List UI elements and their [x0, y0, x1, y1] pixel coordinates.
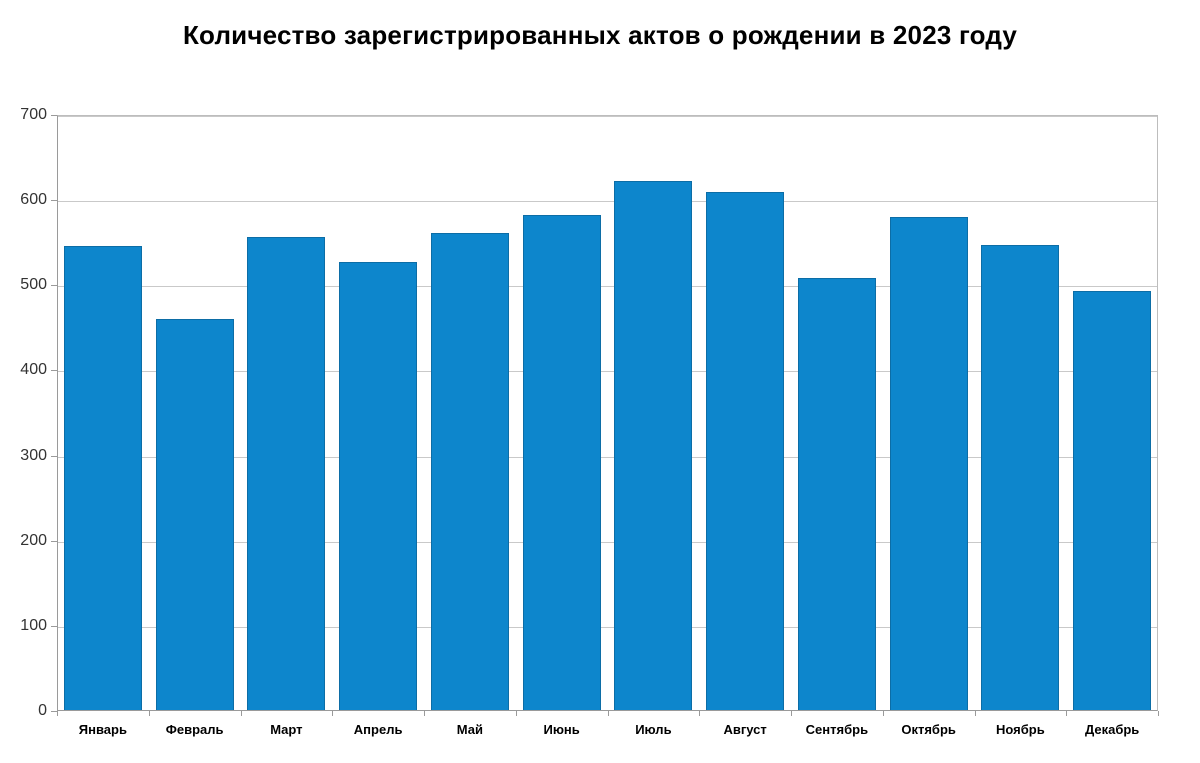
gridline-600 — [58, 201, 1157, 203]
y-axis-label-100: 100 — [20, 616, 47, 634]
x-tick-mark — [424, 711, 425, 716]
y-axis-label-200: 200 — [20, 531, 47, 549]
y-axis-label-300: 300 — [20, 446, 47, 464]
x-tick-mark — [515, 711, 517, 716]
y-axis-label-500: 500 — [20, 276, 47, 294]
x-tick-mark — [148, 711, 150, 716]
bar-3 — [247, 237, 326, 710]
x-tick-mark — [1066, 711, 1068, 716]
y-tick-mark — [51, 200, 57, 202]
x-tick-mark — [332, 711, 334, 716]
x-tick-mark — [1158, 711, 1159, 716]
y-axis-label-400: 400 — [20, 361, 47, 379]
y-tick-mark — [51, 115, 57, 116]
bar-10 — [889, 216, 968, 710]
x-axis-label-12: Декабрь — [1084, 722, 1140, 737]
x-axis-label-6: Июнь — [543, 722, 580, 737]
y-tick-mark — [51, 285, 57, 287]
y-tick-mark — [51, 625, 57, 627]
x-axis-label-3: Март — [270, 722, 303, 737]
x-axis-label-10: Октябрь — [901, 722, 956, 737]
gridline-200 — [58, 541, 1157, 543]
x-axis-label-8: Август — [723, 722, 767, 737]
bar-11 — [981, 244, 1060, 710]
x-axis-label-2: Февраль — [165, 722, 224, 737]
bar-4 — [339, 261, 418, 710]
y-tick-mark — [51, 540, 57, 542]
x-tick-mark — [974, 711, 976, 716]
bar-8 — [706, 191, 785, 710]
gridline-100 — [58, 626, 1157, 628]
y-tick-mark — [51, 370, 57, 372]
x-axis-label-7: Июль — [635, 722, 672, 737]
gridline-500 — [58, 286, 1157, 288]
bar-2 — [155, 318, 234, 710]
gridline-300 — [58, 456, 1157, 458]
bar-7 — [614, 181, 693, 710]
plot-area — [57, 115, 1158, 711]
y-axis-label-0: 0 — [38, 702, 47, 719]
gridline-400 — [58, 371, 1157, 373]
x-tick-mark — [791, 711, 792, 716]
x-tick-mark — [57, 711, 58, 716]
y-axis-label-600: 600 — [20, 191, 47, 209]
x-axis-label-4: Апрель — [353, 722, 403, 737]
bar-12 — [1073, 290, 1152, 710]
y-axis-label-700: 700 — [20, 106, 47, 123]
x-axis-label-11: Ноябрь — [996, 722, 1045, 737]
x-tick-mark — [607, 711, 609, 716]
x-axis-label-9: Сентябрь — [805, 722, 869, 737]
bar-9 — [797, 278, 876, 710]
bar-1 — [63, 245, 142, 710]
x-axis-label-5: Май — [456, 722, 483, 737]
chart-title: Количество зарегистрированных актов о ро… — [182, 20, 1018, 50]
x-tick-mark — [699, 711, 701, 716]
x-tick-mark — [240, 711, 242, 716]
y-tick-mark — [51, 455, 57, 457]
x-axis-label-1: Январь — [78, 722, 127, 737]
gridline-700 — [58, 116, 1157, 117]
x-tick-mark — [882, 711, 884, 716]
bar-6 — [522, 215, 601, 710]
bar-5 — [430, 233, 509, 710]
y-tick-mark — [51, 711, 57, 712]
